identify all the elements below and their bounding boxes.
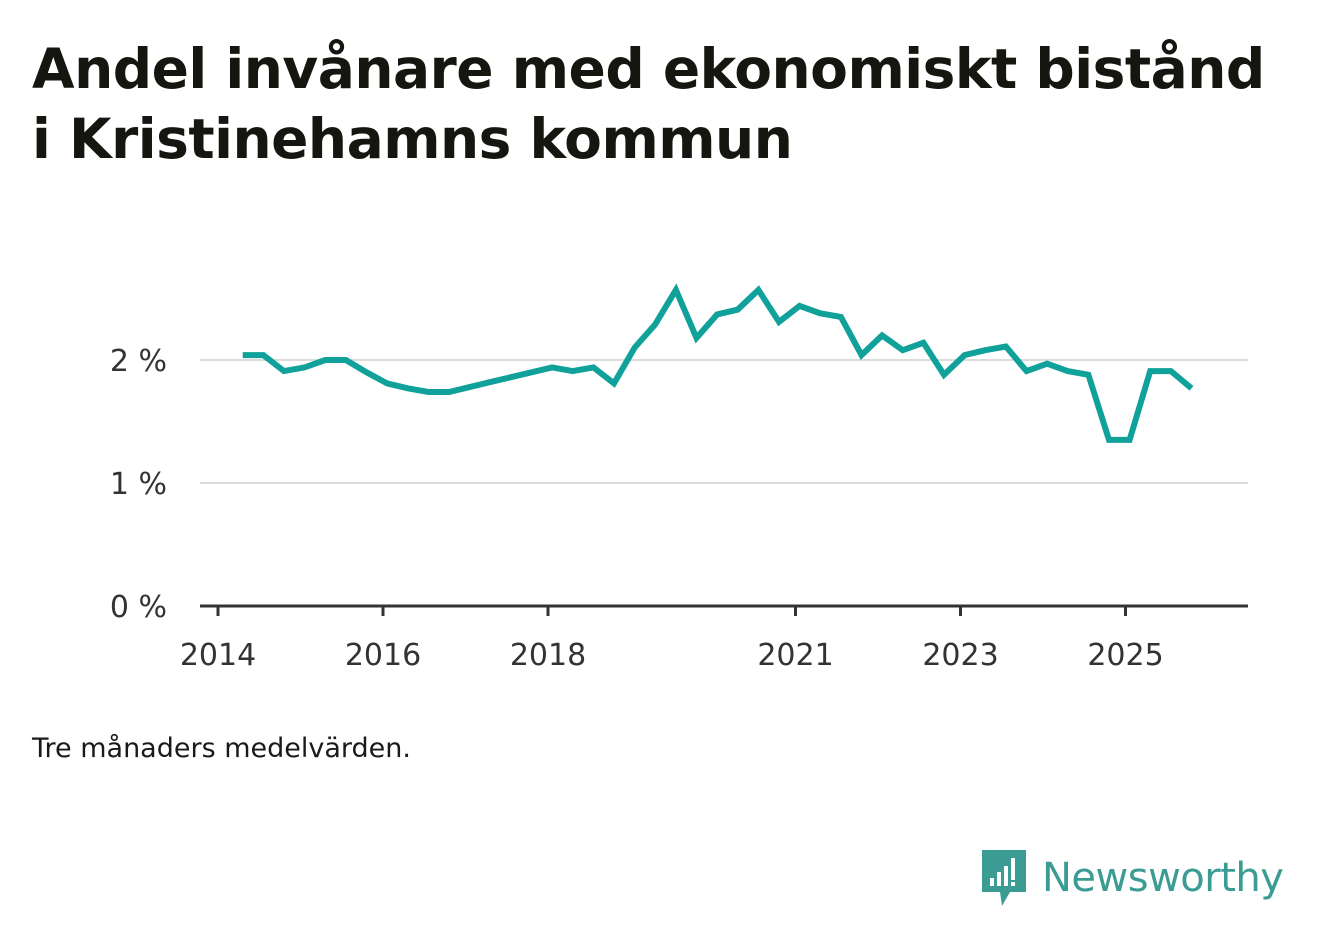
y-tick-label: 0 %	[110, 590, 167, 625]
x-tick-label: 2014	[180, 638, 256, 673]
x-tick-label: 2023	[922, 638, 998, 673]
brand-name: Newsworthy	[1042, 855, 1284, 901]
x-tick-label: 2016	[345, 638, 421, 673]
y-tick-label: 2 %	[110, 344, 167, 379]
x-tick-label: 2025	[1087, 638, 1163, 673]
x-tick-label: 2021	[757, 638, 833, 673]
series-line-0	[242, 283, 1194, 443]
brand-logo: Newsworthy	[980, 848, 1284, 908]
y-tick-label: 1 %	[110, 467, 167, 502]
newsworthy-logo-icon	[982, 850, 1026, 906]
x-tick-label: 2018	[510, 638, 586, 673]
chart-note: Tre månaders medelvärden.	[32, 733, 411, 764]
chart-title: Andel invånare med ekonomiskt bistånd i …	[32, 37, 1265, 171]
